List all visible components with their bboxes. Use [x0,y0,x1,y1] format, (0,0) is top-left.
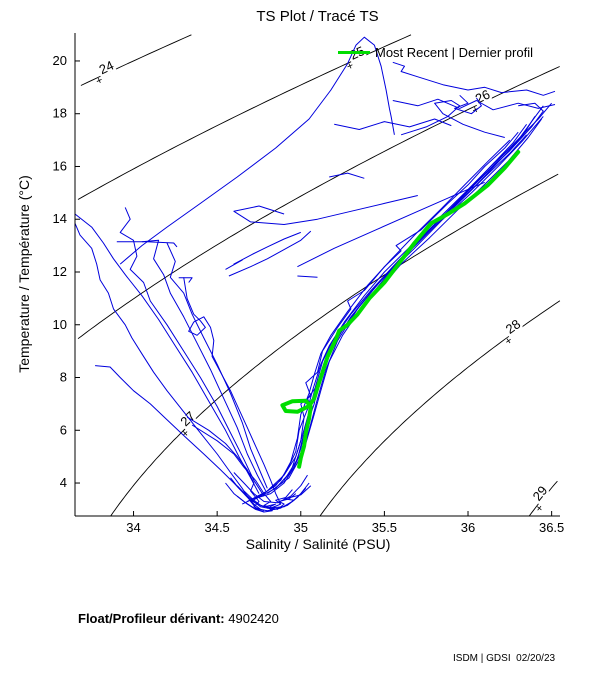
ts-profile-line [297,275,318,278]
svg-text:28: 28 [503,316,524,337]
svg-text:+: + [345,60,356,74]
isopycnal-28 [319,300,561,516]
y-tick-label: 18 [53,106,67,121]
ts-profile-line [233,195,418,225]
float-id-line: Float/Profileur dérivant: 4902420 [78,608,326,629]
ts-profile-line [392,98,556,111]
most-recent-profile-line [280,150,521,469]
isopycnal-24 [80,34,192,86]
ts-profile-line [334,118,452,130]
x-axis-label: Salinity / Salinité (PSU) [245,536,391,552]
ts-profile-line [400,100,505,138]
ts-profile-line [228,230,312,277]
ts-profile-line [75,221,265,513]
legend-most-recent-swatch [338,50,370,54]
ts-profile-line [283,134,527,481]
svg-text:+: + [533,502,546,515]
x-tick-label: 35 [294,520,308,535]
ts-profile-line [243,489,293,509]
contour-label-28: 28+ [500,314,526,349]
plot-footer: Float/Profileur dérivant: 4902420 Period… [78,566,326,675]
ts-profile-line [116,241,178,248]
ts-profile-line [166,242,268,489]
ts-profile-line [329,172,365,179]
x-tick-label: 35.5 [372,520,397,535]
ts-profile-line [297,181,485,268]
svg-text:29: 29 [530,483,551,504]
float-id-label: Float/Profileur dérivant: [78,611,225,626]
y-tick-label: 16 [53,158,67,173]
ts-profile-line [178,277,193,283]
isopycnal-27 [110,173,559,516]
ts-profile-line [384,102,544,278]
contour-label-26: 26+ [470,84,495,117]
isopycnal-26 [77,66,560,340]
x-tick-label: 34.5 [204,520,229,535]
ts-profile-line [258,124,528,497]
ts-profile-line [247,105,544,502]
ts-profile-line [186,416,265,512]
y-tick-label: 4 [60,475,67,490]
ts-profile-line [183,277,282,505]
ts-profile-line [250,131,519,502]
ts-profile-line [191,424,276,510]
ts-profile-line [119,207,265,497]
legend-most-recent-label: Most Recent | Dernier profil [375,44,533,60]
x-tick-label: 34 [126,520,140,535]
svg-text:+: + [503,335,515,349]
period-line: Period/Période: 5/12/2018 to/à 3/28/2019 [78,671,326,675]
ts-profile-line [119,36,395,265]
ts-profile-line [95,365,261,510]
y-tick-label: 12 [53,264,67,279]
credit-stamp: ISDM | GDSI 02/20/23 [453,653,556,664]
svg-text:+: + [94,74,105,88]
contour-label-24: 24+ [94,55,119,88]
float-id-value: 4902420 [224,611,279,626]
isopycnal-25 [77,34,412,200]
ts-profile-line [233,472,308,504]
y-tick-label: 14 [53,211,67,226]
ts-profile-line [75,213,260,494]
y-tick-label: 6 [60,422,67,437]
ts-profile-line [141,239,267,492]
x-tick-label: 36 [461,520,475,535]
legend: Most Recent | Dernier profil [338,44,533,60]
isopycnal-29 [528,480,558,516]
y-tick-label: 10 [53,317,67,332]
ts-profile-line [392,61,556,96]
x-tick-label: 36.5 [539,520,564,535]
y-axis-label: Temperature / Température (°C) [16,175,32,373]
ts-profile-line [225,231,301,270]
ts-profile-line [241,139,511,505]
svg-text:+: + [179,427,192,440]
page-title: TS Plot / Tracé TS [256,8,379,25]
y-tick-label: 20 [53,53,67,68]
y-tick-label: 8 [60,370,67,385]
ts-profile-line [454,94,482,115]
